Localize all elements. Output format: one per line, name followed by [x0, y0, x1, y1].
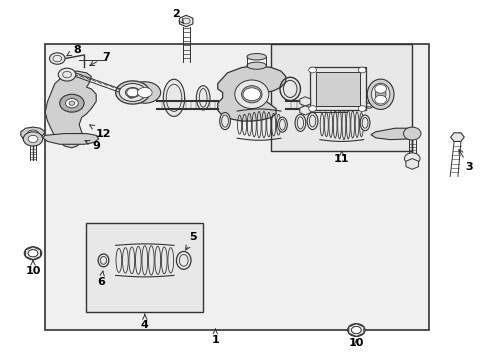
Ellipse shape [137, 87, 152, 98]
Polygon shape [450, 133, 463, 141]
Ellipse shape [125, 87, 140, 98]
Polygon shape [405, 158, 418, 169]
Ellipse shape [277, 117, 287, 132]
Text: 9: 9 [85, 140, 100, 151]
Bar [86, 223, 203, 312]
Ellipse shape [127, 90, 134, 98]
Ellipse shape [241, 86, 262, 103]
Bar [271, 44, 411, 152]
Ellipse shape [374, 88, 385, 101]
Text: 7: 7 [90, 52, 110, 66]
Circle shape [374, 85, 386, 93]
Circle shape [374, 95, 386, 104]
Circle shape [358, 67, 366, 73]
Text: 10: 10 [348, 338, 363, 347]
Polygon shape [370, 128, 416, 140]
Ellipse shape [234, 80, 268, 109]
Text: 10: 10 [25, 260, 41, 276]
Bar [309, 67, 366, 111]
Circle shape [358, 106, 366, 111]
Ellipse shape [371, 83, 389, 105]
Ellipse shape [196, 86, 209, 110]
Bar [316, 72, 360, 106]
Ellipse shape [306, 112, 317, 130]
Circle shape [347, 324, 365, 337]
Polygon shape [163, 79, 184, 116]
Bar [45, 44, 428, 330]
Polygon shape [45, 71, 96, 148]
Text: 12: 12 [90, 125, 111, 139]
Circle shape [404, 153, 419, 164]
Polygon shape [179, 15, 192, 27]
Circle shape [308, 67, 316, 73]
Circle shape [58, 68, 76, 81]
Ellipse shape [119, 84, 146, 102]
Circle shape [69, 101, 75, 105]
Circle shape [27, 130, 39, 139]
Text: 4: 4 [141, 314, 148, 330]
Circle shape [351, 327, 361, 334]
Text: 8: 8 [67, 45, 81, 56]
Circle shape [23, 132, 42, 146]
Ellipse shape [246, 54, 266, 60]
Polygon shape [42, 134, 99, 144]
Polygon shape [25, 247, 41, 260]
Ellipse shape [294, 114, 305, 131]
Circle shape [60, 94, 84, 112]
Circle shape [28, 135, 38, 143]
Circle shape [28, 250, 38, 257]
Polygon shape [21, 127, 45, 141]
Text: 1: 1 [211, 329, 219, 345]
Circle shape [126, 88, 138, 97]
Circle shape [24, 247, 41, 260]
Circle shape [308, 106, 316, 111]
Circle shape [65, 99, 78, 108]
Text: 5: 5 [185, 232, 197, 250]
Circle shape [49, 53, 65, 64]
Polygon shape [217, 66, 285, 121]
Polygon shape [299, 97, 310, 106]
Ellipse shape [364, 102, 372, 108]
Ellipse shape [366, 79, 393, 109]
Ellipse shape [246, 62, 266, 69]
Text: 2: 2 [172, 9, 183, 24]
Circle shape [243, 88, 260, 101]
Ellipse shape [116, 81, 149, 104]
Ellipse shape [129, 82, 160, 103]
Circle shape [403, 127, 420, 140]
Text: 11: 11 [333, 151, 349, 164]
Text: 3: 3 [458, 149, 472, 172]
Ellipse shape [219, 112, 230, 130]
Text: 6: 6 [97, 271, 105, 287]
Polygon shape [299, 106, 310, 115]
Ellipse shape [360, 115, 369, 131]
Polygon shape [348, 324, 363, 337]
